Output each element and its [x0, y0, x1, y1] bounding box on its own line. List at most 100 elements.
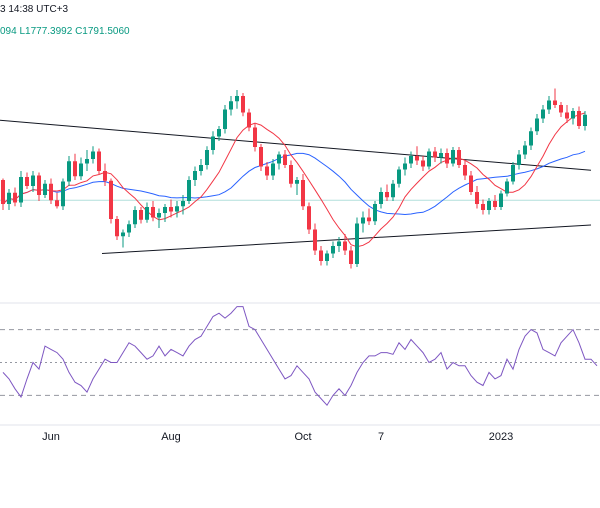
- candle: [361, 211, 365, 233]
- candle-body: [103, 171, 107, 181]
- candle: [49, 178, 53, 204]
- candle-body: [199, 165, 203, 171]
- candle-body: [127, 224, 131, 233]
- candle-body: [379, 192, 383, 204]
- candle-body: [277, 154, 281, 164]
- candle: [139, 207, 143, 224]
- candle-body: [583, 114, 587, 126]
- candle: [67, 156, 71, 186]
- candle: [313, 223, 317, 255]
- candle: [319, 246, 323, 266]
- candle: [331, 241, 335, 258]
- candle-body: [133, 210, 137, 225]
- candle-body: [397, 169, 401, 184]
- candle: [109, 178, 113, 224]
- candle-body: [37, 175, 41, 195]
- candle-body: [217, 129, 221, 137]
- candle: [235, 90, 239, 109]
- candle-body: [49, 183, 53, 201]
- candle-body: [439, 153, 443, 158]
- candle: [175, 201, 179, 218]
- candle-body: [301, 180, 305, 207]
- trendline-layer: [0, 119, 592, 254]
- candle-body: [349, 250, 353, 264]
- candle-body: [193, 171, 197, 180]
- candle-body: [553, 100, 557, 105]
- candle-body: [151, 207, 155, 218]
- candle: [463, 160, 467, 180]
- candle: [127, 220, 131, 237]
- candle-body: [43, 183, 47, 195]
- candle-body: [403, 163, 407, 170]
- candle-body: [85, 159, 89, 164]
- candle-body: [511, 165, 515, 182]
- candle-layer: [1, 88, 587, 269]
- candle: [259, 144, 263, 171]
- candle: [427, 148, 431, 170]
- candle-body: [481, 204, 485, 210]
- x-tick-label: Aug: [161, 431, 181, 443]
- candle-body: [109, 180, 113, 219]
- candle: [61, 178, 65, 210]
- candle-body: [253, 127, 257, 147]
- candle: [133, 206, 137, 228]
- moving-average-fast: [2, 112, 586, 248]
- candle: [403, 157, 407, 176]
- candle-body: [7, 192, 11, 204]
- candle: [91, 146, 95, 164]
- candle: [541, 105, 545, 123]
- candle-body: [355, 223, 359, 264]
- candle-body: [13, 192, 17, 203]
- candle-body: [475, 192, 479, 204]
- candle-body: [547, 100, 551, 110]
- candle: [553, 88, 557, 108]
- candle: [13, 187, 17, 207]
- candle-body: [421, 160, 425, 167]
- candle: [349, 246, 353, 269]
- candle-body: [181, 201, 185, 207]
- candle-body: [493, 201, 497, 207]
- candle-body: [73, 161, 77, 177]
- candle-body: [61, 181, 65, 207]
- candle: [217, 126, 221, 141]
- candle-body: [427, 151, 431, 167]
- candle: [205, 146, 209, 170]
- candle-body: [235, 96, 239, 102]
- candle: [529, 127, 533, 150]
- candle: [253, 123, 257, 152]
- candle: [475, 186, 479, 209]
- candle: [433, 147, 437, 162]
- candle: [265, 162, 269, 180]
- candle-body: [271, 163, 275, 176]
- candle: [535, 114, 539, 135]
- candle: [409, 151, 413, 168]
- candle-body: [361, 217, 365, 224]
- candle: [169, 199, 173, 218]
- moving-average-slow: [2, 150, 586, 216]
- candle: [487, 198, 491, 215]
- candle: [187, 176, 191, 204]
- candle-body: [211, 136, 215, 150]
- candle: [451, 147, 455, 167]
- candle: [439, 148, 443, 164]
- candle-body: [97, 151, 101, 171]
- candle: [397, 166, 401, 188]
- candle: [391, 180, 395, 201]
- candle-body: [19, 177, 23, 203]
- candle-body: [541, 109, 545, 119]
- candle: [385, 184, 389, 201]
- candle: [295, 177, 299, 195]
- candle: [241, 93, 245, 117]
- candle: [301, 174, 305, 210]
- candle: [307, 202, 311, 234]
- candle-body: [307, 206, 311, 230]
- candle-body: [169, 207, 173, 212]
- candle: [151, 201, 155, 222]
- candle-body: [283, 154, 287, 165]
- candle: [421, 156, 425, 171]
- candle-body: [175, 206, 179, 212]
- chart-header-ohlc: 094 L1777.3992 C1791.5060: [0, 26, 130, 37]
- candle: [193, 166, 197, 186]
- candle-body: [463, 165, 467, 176]
